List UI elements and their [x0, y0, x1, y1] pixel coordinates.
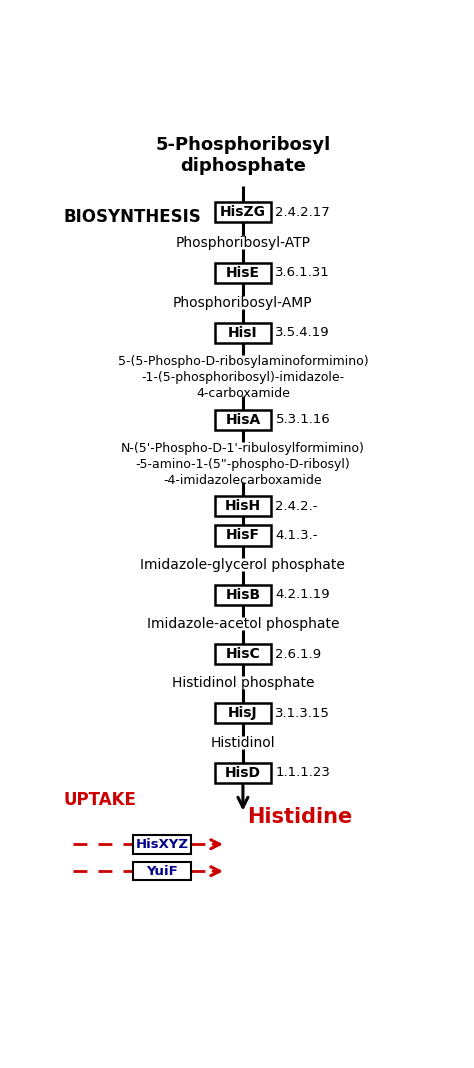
Bar	[215, 644, 271, 664]
Text: BIOSYNTHESIS: BIOSYNTHESIS	[63, 207, 201, 225]
Text: 2.6.1.9: 2.6.1.9	[275, 647, 321, 661]
Text: HisH: HisH	[225, 499, 261, 514]
Text: 3.1.3.15: 3.1.3.15	[275, 707, 330, 720]
Text: Histidinol phosphate: Histidinol phosphate	[172, 676, 314, 690]
Text: Imidazole-glycerol phosphate: Imidazole-glycerol phosphate	[140, 557, 346, 571]
Text: HisJ: HisJ	[228, 706, 258, 720]
Text: Histidinol: Histidinol	[210, 736, 275, 750]
Text: 3.6.1.31: 3.6.1.31	[275, 266, 330, 280]
Bar	[215, 704, 271, 723]
Text: HisI: HisI	[228, 326, 258, 340]
Bar	[133, 835, 191, 853]
Text: HisF: HisF	[226, 529, 260, 543]
Text: HisD: HisD	[225, 766, 261, 780]
Text: HisXYZ: HisXYZ	[136, 837, 189, 851]
Bar	[215, 497, 271, 516]
Text: Imidazole-acetol phosphate: Imidazole-acetol phosphate	[146, 617, 339, 631]
Bar	[215, 585, 271, 604]
Text: Phosphoribosyl-ATP: Phosphoribosyl-ATP	[175, 236, 310, 250]
Bar	[133, 862, 191, 880]
Text: YuiF: YuiF	[146, 865, 178, 878]
Text: Phosphoribosyl-AMP: Phosphoribosyl-AMP	[173, 296, 313, 310]
Text: 4.2.1.19: 4.2.1.19	[275, 588, 330, 601]
Text: Histidine: Histidine	[247, 807, 352, 828]
Text: HisB: HisB	[225, 587, 261, 601]
Text: HisE: HisE	[226, 266, 260, 280]
Text: 2.4.2.17: 2.4.2.17	[275, 205, 330, 219]
Text: HisZG: HisZG	[220, 205, 266, 219]
Text: 5-Phosphoribosyl
diphosphate: 5-Phosphoribosyl diphosphate	[155, 136, 330, 175]
Bar	[215, 323, 271, 343]
Text: 3.5.4.19: 3.5.4.19	[275, 327, 330, 340]
Text: 1.1.1.23: 1.1.1.23	[275, 766, 330, 780]
Bar	[215, 763, 271, 783]
Bar	[215, 525, 271, 546]
Bar	[215, 410, 271, 430]
Text: 2.4.2.-: 2.4.2.-	[275, 500, 318, 513]
Text: 5.3.1.16: 5.3.1.16	[275, 413, 330, 426]
Text: HisC: HisC	[226, 647, 260, 661]
Text: N-(5'-Phospho-D-1'-ribulosylformimino)
-5-amino-1-(5"-phospho-D-ribosyl)
-4-imid: N-(5'-Phospho-D-1'-ribulosylformimino) -…	[121, 442, 365, 487]
Text: 4.1.3.-: 4.1.3.-	[275, 529, 318, 541]
Text: HisA: HisA	[225, 413, 261, 427]
Bar	[215, 202, 271, 222]
Text: 5-(5-Phospho-D-ribosylaminoformimino)
-1-(5-phosphoribosyl)-imidazole-
4-carboxa: 5-(5-Phospho-D-ribosylaminoformimino) -1…	[118, 356, 368, 400]
Bar	[215, 263, 271, 283]
Text: UPTAKE: UPTAKE	[63, 790, 136, 808]
